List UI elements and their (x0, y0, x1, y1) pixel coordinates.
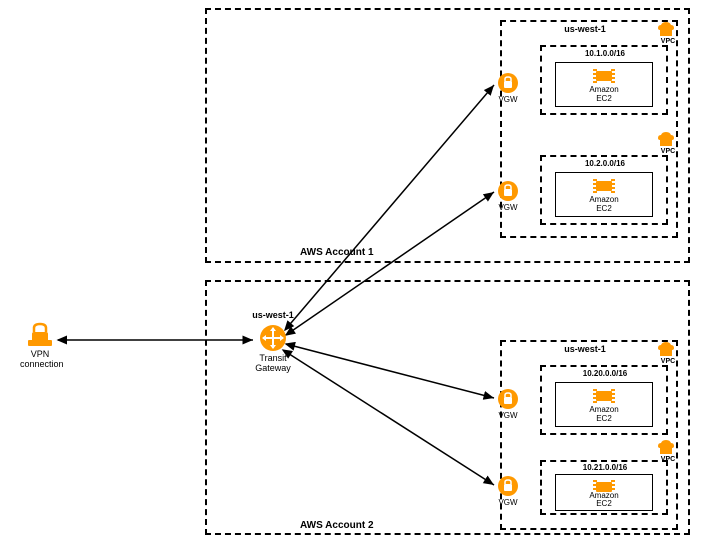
vgw-4: VGW (495, 475, 521, 507)
region1-label: us-west-1 (555, 24, 615, 34)
ec2-1-sub: EC2 (556, 94, 652, 103)
ec2-2-name: Amazon (556, 195, 652, 204)
ec2-1-name: Amazon (556, 85, 652, 94)
tgw-node: Transit Gateway (255, 324, 291, 374)
account1-label: AWS Account 1 (300, 247, 374, 258)
ec2-4-sub: EC2 (556, 500, 652, 508)
vpc-badge-2: VPC (656, 132, 680, 155)
cidr1-label: 10.1.0.0/16 (575, 49, 635, 58)
ec2-4-box: Amazon EC2 (555, 474, 653, 511)
vpc-badge-3: VPC (656, 342, 680, 365)
account2-label: AWS Account 2 (300, 520, 374, 531)
vgw-3: VGW (495, 388, 521, 420)
ec2-icon (593, 65, 615, 85)
region2-label: us-west-1 (555, 344, 615, 354)
vgw-2: VGW (495, 180, 521, 212)
cidr2-label: 10.2.0.0/16 (575, 159, 635, 168)
ec2-3-box: Amazon EC2 (555, 382, 653, 427)
tgw-label: Transit Gateway (255, 354, 291, 374)
vgw-1: VGW (495, 72, 521, 104)
vpc-badge-4: VPC (656, 440, 680, 463)
ec2-2-sub: EC2 (556, 204, 652, 213)
vpc-badge-1: VPC (656, 22, 680, 45)
ec2-3-sub: EC2 (556, 414, 652, 423)
cidr4-label: 10.21.0.0/16 (575, 463, 635, 472)
ec2-icon (593, 476, 615, 492)
tgw-region-label: us-west-1 (243, 310, 303, 320)
ec2-icon (593, 175, 615, 195)
vpn-node: VPN connection (20, 320, 60, 370)
ec2-3-name: Amazon (556, 405, 652, 414)
ec2-icon (593, 385, 615, 405)
ec2-1-box: Amazon EC2 (555, 62, 653, 107)
cidr3-label: 10.20.0.0/16 (575, 369, 635, 378)
ec2-2-box: Amazon EC2 (555, 172, 653, 217)
vpn-label: VPN connection (20, 350, 60, 370)
